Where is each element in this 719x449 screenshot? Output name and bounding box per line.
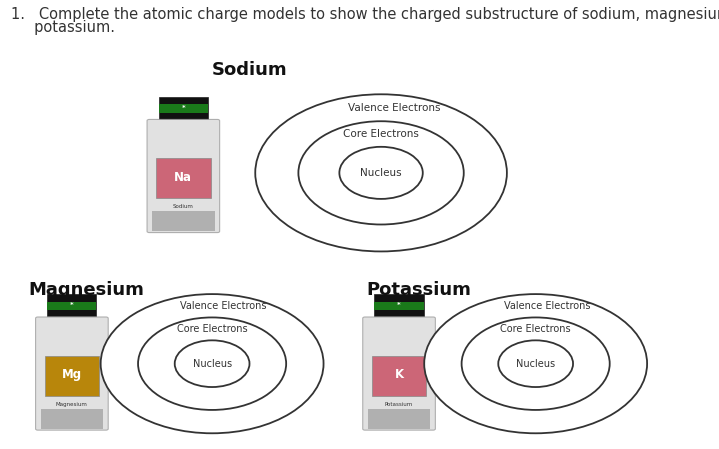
FancyBboxPatch shape [47,294,96,316]
Bar [375,302,423,310]
Text: K: K [395,369,403,382]
Text: Sodium: Sodium [173,204,194,209]
Text: *: * [397,302,401,308]
Text: Na: Na [174,171,193,184]
FancyBboxPatch shape [35,317,109,430]
Bar [372,356,426,396]
Circle shape [175,340,249,387]
Text: Nucleus: Nucleus [360,168,402,178]
Text: potassium.: potassium. [11,20,115,35]
Text: Core Electrons: Core Electrons [500,324,571,334]
Text: Core Electrons: Core Electrons [343,129,419,139]
Circle shape [462,317,610,410]
Bar [41,409,104,429]
FancyBboxPatch shape [363,317,436,430]
Bar [152,211,214,231]
Bar [156,158,211,198]
Text: Valence Electrons: Valence Electrons [180,301,267,311]
FancyBboxPatch shape [147,119,219,233]
FancyBboxPatch shape [375,294,423,316]
Circle shape [138,317,286,410]
Circle shape [255,94,507,251]
Bar [368,409,430,429]
Text: Sodium: Sodium [212,61,288,79]
Text: Core Electrons: Core Electrons [177,324,247,334]
Circle shape [498,340,573,387]
Circle shape [298,121,464,224]
Text: Potassium: Potassium [385,402,413,407]
Circle shape [101,294,324,433]
Text: *: * [70,302,74,308]
Bar [47,302,96,310]
Text: Valence Electrons: Valence Electrons [503,301,590,311]
Text: Nucleus: Nucleus [193,359,232,369]
Text: Magnesium: Magnesium [56,402,88,407]
Text: 1.   Complete the atomic charge models to show the charged substructure of sodiu: 1. Complete the atomic charge models to … [11,7,719,22]
Text: Magnesium: Magnesium [29,281,145,299]
Text: Potassium: Potassium [367,281,472,299]
Circle shape [424,294,647,433]
Bar [45,356,99,396]
Circle shape [339,147,423,199]
Bar [159,104,208,113]
Text: Mg: Mg [62,369,82,382]
FancyBboxPatch shape [159,97,208,119]
Text: Valence Electrons: Valence Electrons [348,103,440,113]
Text: *: * [181,105,186,110]
Text: Nucleus: Nucleus [516,359,555,369]
